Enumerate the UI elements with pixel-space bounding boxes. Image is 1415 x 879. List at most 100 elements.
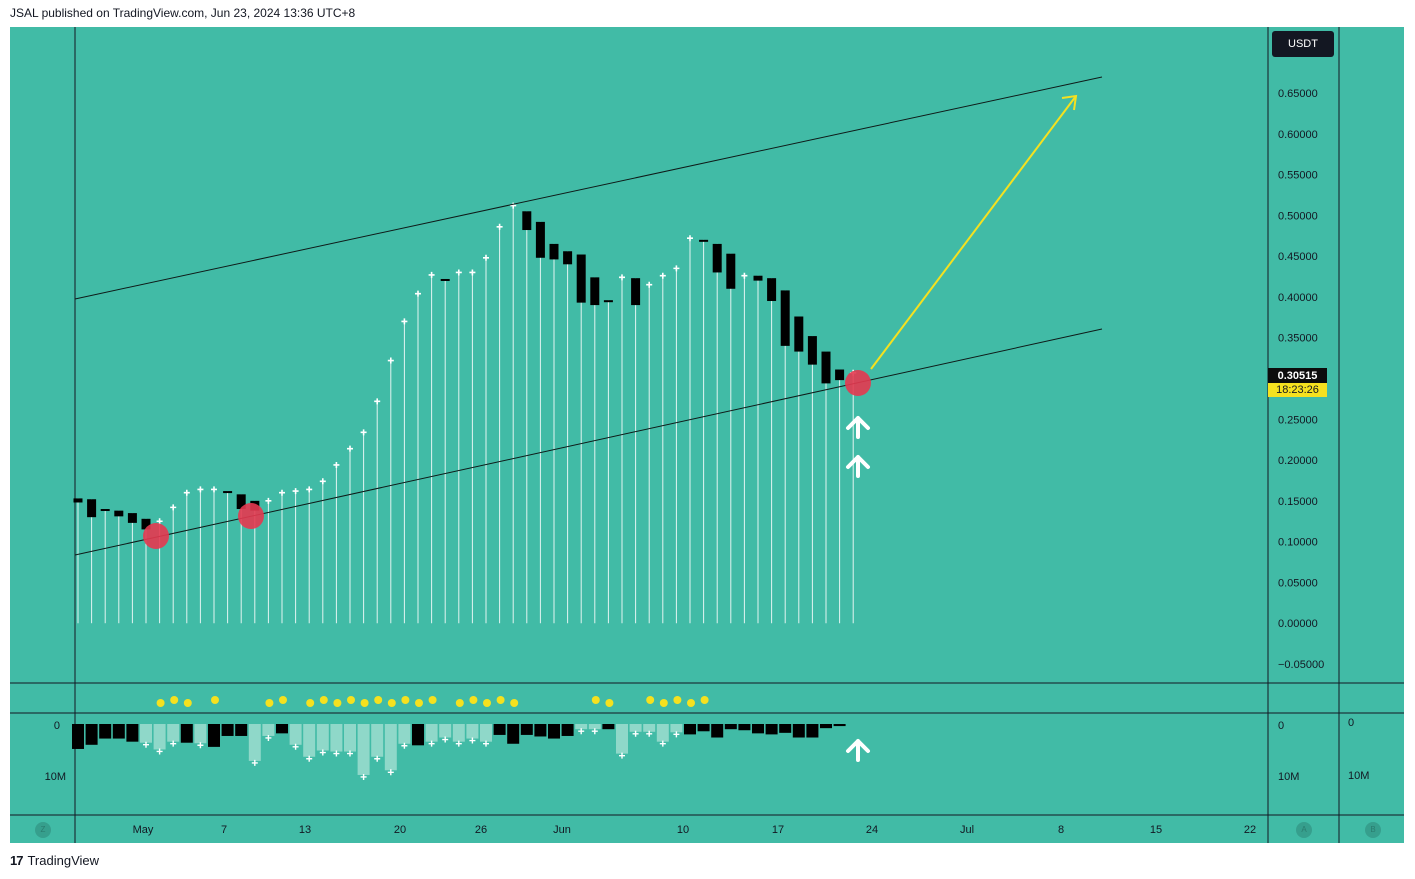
signal-dot [183, 699, 192, 707]
price-tick: 0.50000 [1278, 210, 1318, 222]
candle [440, 278, 450, 281]
volume-bar [806, 724, 819, 738]
candle [428, 271, 435, 278]
candle [631, 278, 641, 306]
volume-bar [153, 724, 166, 750]
price-tick: 0.25000 [1278, 414, 1318, 426]
footer: 17 TradingView [10, 853, 99, 868]
volume-bar [126, 724, 139, 742]
volume-marker [578, 728, 585, 735]
touch-marker [238, 503, 264, 529]
candle [319, 478, 326, 485]
price-tick: 0.55000 [1278, 170, 1318, 182]
volume-bar [466, 724, 479, 739]
volume-bar [330, 724, 343, 752]
up-arrow-icon [846, 416, 870, 439]
volume-bar [452, 724, 465, 742]
currency-selector[interactable]: USDT [1272, 31, 1334, 57]
signal-dot [333, 699, 342, 707]
timezone-button[interactable]: Z [35, 822, 51, 838]
signal-dot [700, 696, 709, 704]
signal-dot [605, 699, 614, 707]
signal-dot [510, 699, 519, 707]
touch-markers [143, 370, 871, 549]
volume-marker [428, 740, 435, 747]
time-tick: May [133, 824, 154, 836]
volume-bar [724, 724, 737, 730]
touch-marker [143, 523, 169, 549]
publish-line: JSAL published on TradingView.com, Jun 2… [10, 6, 356, 20]
settings-button[interactable]: B [1365, 822, 1381, 838]
candle [563, 251, 573, 265]
candle [712, 243, 722, 273]
signal-dot [673, 696, 682, 704]
price-tick: 0.40000 [1278, 292, 1318, 304]
volume-bar [670, 724, 683, 733]
signal-dot [211, 696, 219, 704]
volume-bar [493, 724, 506, 735]
price-tick: 0.20000 [1278, 455, 1318, 467]
volume-marker [197, 742, 204, 749]
candle [292, 488, 299, 495]
candle [496, 223, 503, 230]
volume-marker [646, 730, 653, 737]
volume-bar [412, 724, 424, 746]
volume-marker [360, 773, 367, 780]
candle [619, 274, 625, 281]
volume-bar [99, 724, 112, 739]
candle [415, 290, 421, 297]
candle [767, 278, 777, 302]
candle [183, 489, 190, 496]
candle [603, 300, 613, 303]
signal-dot [265, 699, 274, 707]
countdown-label: 18:23:26 [1268, 383, 1327, 397]
price-tick: 0.60000 [1278, 129, 1318, 141]
volume-marker [401, 742, 408, 749]
time-tick: 24 [866, 824, 878, 836]
candle [646, 281, 653, 288]
volume-bar [262, 724, 275, 736]
candle [100, 509, 110, 512]
volume-bar [765, 724, 778, 735]
volume-bar [303, 724, 316, 757]
volume-bar [534, 724, 547, 737]
volume-marker [333, 750, 340, 757]
volume-left-tick: 0 [54, 720, 60, 732]
up-arrow-icon [846, 739, 870, 762]
auto-scale-button[interactable]: A [1296, 822, 1312, 838]
volume-bar [520, 724, 533, 735]
candle [114, 510, 124, 517]
chart-panel[interactable] [10, 27, 1404, 843]
candle [835, 369, 845, 381]
volume-bars [72, 724, 846, 780]
volume-bar [507, 724, 520, 744]
volume-bar [616, 724, 628, 754]
signal-dot [170, 696, 179, 704]
candle [726, 253, 736, 289]
volume-bar [820, 724, 832, 729]
candle [360, 429, 367, 436]
candle [753, 275, 763, 281]
volume-bar [575, 724, 588, 730]
candle [387, 357, 394, 364]
volume-marker [306, 755, 313, 762]
brand-name: TradingView [27, 853, 100, 868]
time-tick: 26 [475, 824, 487, 836]
candle [455, 269, 462, 276]
signal-dot [319, 696, 328, 704]
time-tick: Jun [553, 824, 571, 836]
price-tick: 0.65000 [1278, 88, 1318, 100]
volume-bar [548, 724, 560, 739]
volume-marker [469, 737, 476, 744]
signal-dot [659, 699, 668, 707]
up-arrow-icon [846, 455, 870, 478]
signal-dot [306, 699, 315, 707]
volume-bar [167, 724, 180, 742]
volume-bar [384, 724, 397, 771]
volume-bar [588, 724, 601, 730]
volume-bar [180, 724, 193, 743]
volume-bar [72, 724, 84, 749]
signal-dot [347, 696, 355, 704]
candle [279, 489, 285, 496]
